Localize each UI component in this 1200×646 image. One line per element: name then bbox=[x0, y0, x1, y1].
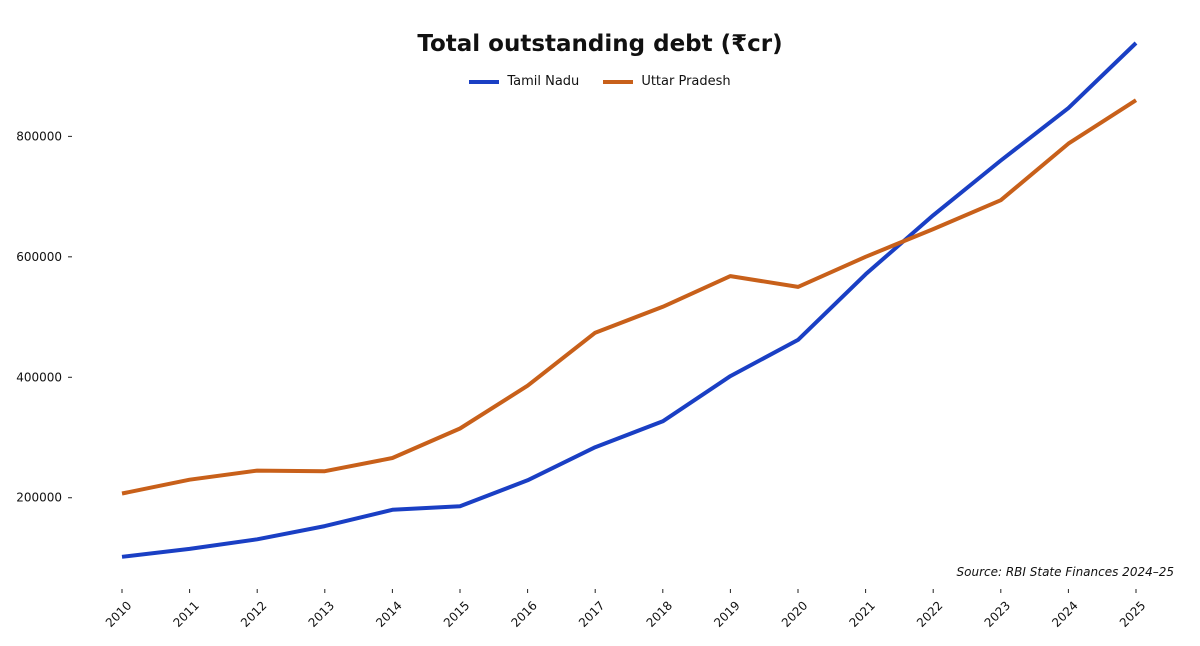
legend-label-tamil-nadu: Tamil Nadu bbox=[507, 74, 580, 89]
x-tick-label: 2010 bbox=[103, 598, 134, 629]
legend-swatch-uttar-pradesh bbox=[603, 79, 634, 84]
x-tick-label: 2012 bbox=[238, 598, 269, 629]
chart-title: Total outstanding debt (₹cr) bbox=[417, 31, 783, 57]
y-tick-label: 800000 bbox=[16, 129, 62, 143]
x-tick-label: 2023 bbox=[982, 598, 1013, 629]
legend-label-uttar-pradesh: Uttar Pradesh bbox=[641, 74, 731, 89]
x-tick-label: 2016 bbox=[508, 598, 539, 629]
series-line-uttar-pradesh bbox=[121, 98, 1138, 496]
x-tick-label: 2022 bbox=[914, 598, 945, 629]
x-tick-label: 2015 bbox=[441, 598, 472, 629]
x-tick-label: 2014 bbox=[373, 598, 404, 629]
source-note: Source: RBI State Finances 2024–25 bbox=[956, 565, 1175, 579]
x-tick-label: 2011 bbox=[170, 598, 201, 629]
x-tick-label: 2013 bbox=[306, 598, 337, 629]
chart-legend: Tamil Nadu Uttar Pradesh bbox=[0, 74, 1200, 89]
y-tick-label: 600000 bbox=[16, 250, 62, 264]
y-tick-label: 400000 bbox=[16, 370, 62, 384]
x-tick-label: 2024 bbox=[1049, 598, 1080, 629]
x-tick-label: 2019 bbox=[711, 598, 742, 629]
legend-item-tamil-nadu: Tamil Nadu bbox=[469, 74, 579, 89]
x-tick-label: 2020 bbox=[779, 598, 810, 629]
x-tick-label: 2021 bbox=[846, 598, 877, 629]
y-tick-label: 200000 bbox=[16, 491, 62, 505]
legend-item-uttar-pradesh: Uttar Pradesh bbox=[603, 74, 731, 89]
x-tick-label: 2025 bbox=[1117, 598, 1148, 629]
x-tick-label: 2017 bbox=[576, 598, 607, 629]
x-tick-label: 2018 bbox=[644, 598, 675, 629]
legend-swatch-tamil-nadu bbox=[469, 79, 500, 84]
series-line-tamil-nadu bbox=[121, 41, 1138, 559]
